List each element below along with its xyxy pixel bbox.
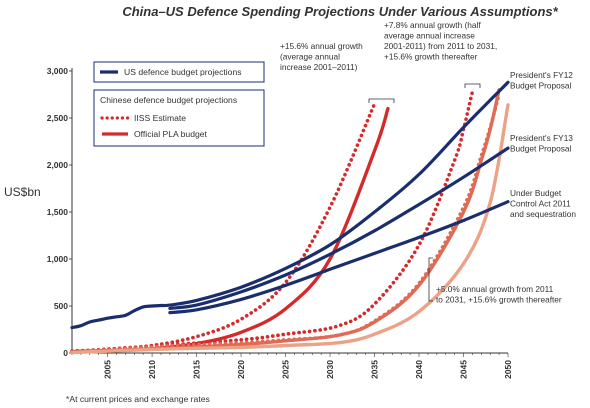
annotation-fy13-line-2: Budget Proposal [510,144,572,154]
x-tick-label: 2030 [325,360,335,379]
annotation-bca-line-2: Control Act 2011 [510,199,571,209]
y-tick-label: 1,500 [47,207,69,217]
legend-us-box [93,61,265,83]
y-tick-label: 2,500 [47,113,69,123]
annotation-78pct-line-4: +15.6% growth thereafter [384,52,478,62]
chart-title: China–US Defence Spending Projections Un… [122,4,558,19]
axes [71,68,508,354]
annotation-bca-line-1: Under Budget [510,188,562,198]
series-line-8 [70,103,510,355]
x-tick-label: 2020 [236,360,246,379]
annotation-bca: Under Budget Control Act 2011 and sequestr… [510,188,576,219]
series-line-0 [70,80,510,330]
x-tick-label: 2025 [281,360,291,379]
annotation-fy13-line-1: President's FY13 [510,133,573,143]
x-tick-label: 2010 [147,360,157,379]
svg-text:+15.6% annual growth(average a: +15.6% annual growth (average annual incre… [280,41,363,72]
y-tick-label: 0 [63,348,68,358]
annotation-15pct-line-3: increase 2001–2011) [280,62,358,72]
annotation-fy12-line-2: Budget Proposal [510,81,572,91]
series-line-2 [168,200,510,315]
annotation-bca-line-3: and sequestration [510,209,576,219]
legend-pla-label: Official PLA budget [134,129,208,139]
y-axis-ticks: 0 500 1,000 1,500 2,000 2,500 3,000 [47,66,72,358]
annotation-15pct-line-1: +15.6% annual growth [280,41,363,51]
legend-us-label: US defence budget projections [124,67,242,77]
y-axis-label: US$bn [4,185,41,199]
x-tick-label: 2015 [192,360,202,379]
legend-china-heading: Chinese defence budget projections [100,95,237,105]
annotation-fy12-line-1: President's FY12 [510,70,573,80]
series-line-5 [70,89,475,354]
footnote: *At current prices and exchange rates [66,394,210,404]
annotation-15pct: +15.6% annual growth (average annual incre… [280,41,395,103]
y-tick-label: 2,000 [47,160,69,170]
annotation-78pct: +7.8% annual growth (half average annual … [384,20,497,88]
annotation-15pct-line-2: (average annual [280,52,340,62]
annotation-5pct-bracket [428,257,433,302]
annotation-78pct-line-3: 2001-2011) from 2011 to 2031, [384,41,497,51]
y-tick-label: 1,000 [47,254,69,264]
annotation-78pct-line-1: +7.8% annual growth (half [384,20,481,30]
annotation-fy13: President's FY13 Budget Proposal [510,133,573,154]
series-layer [70,80,510,355]
annotation-78pct-line-2: average annual increase [384,31,475,41]
x-tick-label: 2045 [459,360,469,379]
annotation-15pct-bracket [368,98,395,103]
annotation-5pct: +5.0% annual growth from 2011 to 2031, +1… [428,257,562,305]
series-line-7 [70,92,501,354]
annotation-78pct-bracket [464,83,481,88]
series-line-1 [168,146,510,310]
legend-iiss-label: IISS Estimate [134,113,186,123]
annotation-fy12: President's FY12 Budget Proposal [510,70,573,91]
annotation-5pct-line-1: +5.0% annual growth from 2011 [436,284,554,294]
y-tick-label: 3,000 [47,66,69,76]
x-axis-ticks: 2005 2010 2015 2020 2025 2030 2035 2040 2045 2050 [71,353,513,379]
y-tick-label: 500 [54,301,68,311]
x-tick-label: 2050 [503,360,513,379]
annotation-5pct-line-2: to 2031, +15.6% growth thereafter [436,295,562,305]
legend: US defence budget projections Chinese de… [93,61,265,147]
x-tick-label: 2035 [370,360,380,379]
x-tick-label: 2005 [103,360,113,379]
x-tick-label: 2040 [414,360,424,379]
